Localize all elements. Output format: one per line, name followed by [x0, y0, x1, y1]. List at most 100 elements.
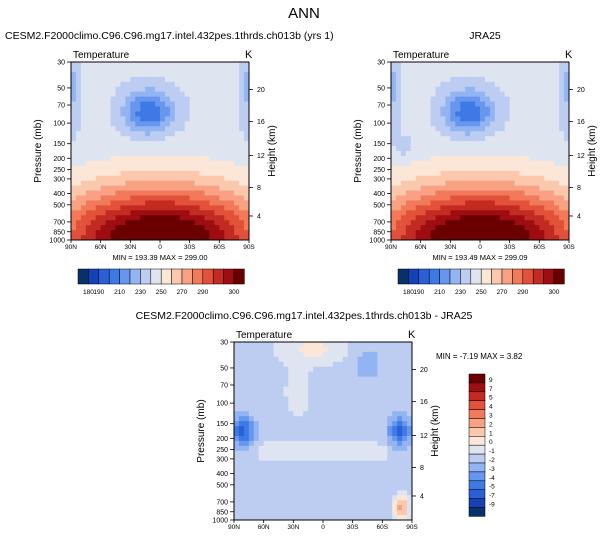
field-cell: [435, 175, 441, 182]
field-cell: [484, 180, 491, 187]
field-cell: [400, 91, 407, 98]
field-cell: [420, 121, 427, 127]
field-cell: [155, 190, 161, 196]
field-cell: [263, 480, 270, 486]
field-cell: [224, 205, 230, 211]
field-cell: [204, 185, 210, 191]
field-cell: [430, 205, 436, 211]
x-tick-label: 90N: [65, 244, 77, 251]
field-cell: [342, 480, 349, 486]
field-cell: [303, 445, 309, 452]
field-cell: [273, 485, 279, 491]
field-cell: [377, 450, 383, 457]
x-tick-label: 30N: [444, 244, 456, 251]
field-cell: [150, 151, 156, 157]
field-cell: [115, 146, 121, 152]
field-cell: [199, 220, 205, 226]
field-cell: [135, 91, 141, 98]
field-cell: [179, 141, 186, 147]
field-cell: [504, 200, 511, 206]
field-cell: [549, 200, 555, 206]
field-cell: [209, 210, 215, 216]
field-cell: [391, 160, 397, 167]
field-cell: [509, 116, 516, 122]
field-cell: [514, 71, 520, 78]
field-cell: [85, 96, 92, 102]
field-cell: [258, 440, 265, 447]
field-cell: [194, 62, 200, 68]
field-cell: [372, 465, 378, 471]
field-cell: [244, 121, 250, 127]
field-cell: [234, 361, 240, 368]
field-cell: [450, 195, 456, 201]
field-cell: [234, 450, 240, 457]
field-cell: [425, 101, 431, 107]
field-cell: [234, 200, 240, 206]
field-cell: [90, 205, 97, 211]
field-cell: [248, 505, 255, 511]
field-cell: [377, 435, 383, 442]
field-cell: [382, 470, 388, 476]
field-cell: [327, 391, 334, 397]
field-cell: [239, 225, 245, 231]
field-cell: [440, 210, 446, 216]
field-cell: [425, 66, 431, 73]
field-cell: [519, 126, 525, 132]
field-cell: [214, 210, 220, 216]
field-cell: [564, 111, 570, 117]
field-cell: [150, 62, 156, 68]
field-cell: [135, 136, 141, 142]
field-cell: [90, 71, 97, 78]
field-cell: [382, 500, 388, 506]
field-cell: [169, 155, 176, 162]
field-cell: [554, 91, 560, 98]
field-cell: [318, 406, 324, 412]
field-cell: [470, 160, 476, 167]
height-tick-label: 12: [420, 433, 428, 440]
field-cell: [253, 510, 260, 516]
field-cell: [268, 455, 274, 462]
field-cell: [244, 175, 250, 182]
field-cell: [484, 121, 491, 127]
field-cell: [90, 175, 97, 182]
field-cell: [504, 111, 511, 117]
field-cell: [382, 475, 388, 481]
field-cell: [465, 131, 471, 137]
field-cell: [392, 401, 398, 407]
field-cell: [75, 66, 82, 73]
field-cell: [564, 225, 570, 231]
field-cell: [303, 485, 309, 491]
field-cell: [214, 111, 220, 117]
field-cell: [95, 71, 102, 78]
field-cell: [135, 170, 141, 177]
field-cell: [465, 225, 471, 231]
chart-panel-1: CESM2.F2000climo.C96.C96.mg17.intel.432p…: [5, 30, 334, 262]
field-cell: [313, 406, 319, 412]
field-cell: [425, 215, 431, 221]
field-cell: [184, 141, 191, 147]
field-cell: [372, 421, 378, 427]
field-cell: [332, 500, 339, 506]
field-cell: [140, 151, 146, 157]
field-cell: [347, 485, 354, 491]
field-cell: [100, 205, 107, 211]
field-cell: [174, 165, 181, 172]
field-cell: [387, 431, 393, 437]
field-cell: [435, 210, 441, 216]
field-cell: [199, 101, 205, 107]
field-cell: [283, 396, 289, 402]
field-cell: [564, 155, 570, 162]
field-cell: [400, 76, 407, 83]
field-cell: [323, 480, 329, 486]
field-cell: [100, 131, 107, 137]
field-cell: [420, 116, 427, 122]
field-cell: [524, 71, 530, 78]
field-cell: [367, 411, 373, 417]
field-cell: [337, 346, 344, 353]
field-cell: [160, 66, 166, 73]
field-cell: [362, 426, 368, 432]
field-cell: [80, 235, 87, 241]
field-cell: [323, 346, 329, 353]
field-cell: [95, 76, 102, 83]
field-cell: [391, 141, 397, 147]
